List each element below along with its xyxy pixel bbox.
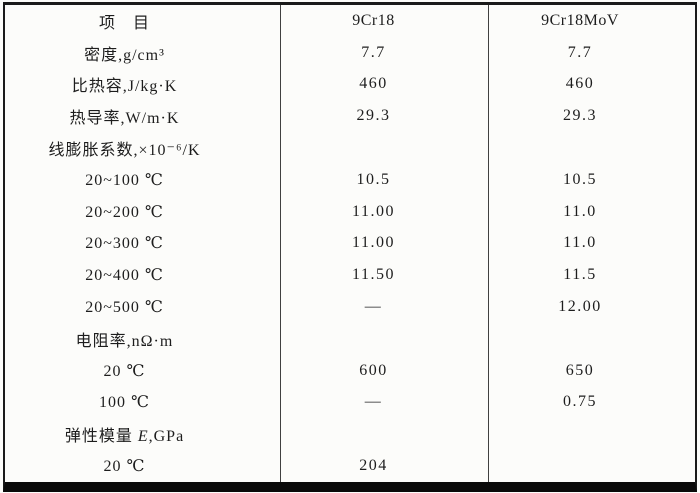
value-9cr18mov: 11.0 [563, 202, 597, 220]
row-thermal-conductivity: 热导率,W/m·K 29.3 29.3 [5, 100, 695, 133]
row-resistivity-heading: 电阻率,nΩ·m [5, 322, 695, 355]
row-density: 密度,g/cm³ 7.7 7.7 [5, 36, 695, 69]
row-elastic-modulus-heading: 弹性模量 E,GPa [5, 418, 695, 451]
row-expansion-20-300: 20~300 ℃ 11.00 11.0 [5, 227, 695, 260]
value-9cr18mov: 7.7 [567, 43, 593, 61]
value-9cr18: 7.7 [281, 36, 489, 69]
header-item-column: 项 目 [5, 5, 281, 37]
row-resistivity-100c: 100 ℃ — 0.75 [5, 386, 695, 419]
value-9cr18mov: 0.75 [563, 393, 597, 411]
row-label: 20~500 ℃ [5, 291, 281, 323]
value-9cr18: 11.00 [281, 195, 489, 228]
row-label: 20 ℃ [5, 450, 281, 482]
row-label: 弹性模量 E,GPa [5, 418, 281, 451]
row-label: 100 ℃ [5, 386, 281, 419]
value-9cr18: 204 [281, 450, 489, 482]
value-9cr18: 29.3 [281, 100, 489, 133]
value-9cr18mov: 10.5 [563, 170, 597, 188]
row-resistivity-20c: 20 ℃ 600 650 [5, 354, 695, 387]
row-label: 电阻率,nΩ·m [5, 322, 281, 355]
row-expansion-20-500: 20~500 ℃ — 12.00 [5, 291, 695, 323]
label-text-post: ,GPa [148, 428, 185, 446]
row-elastic-modulus-20c: 20 ℃ 204 [5, 450, 695, 482]
row-label: 20~400 ℃ [5, 259, 281, 292]
value-9cr18 [281, 418, 489, 451]
value-9cr18mov [489, 450, 695, 482]
value-9cr18mov [489, 132, 695, 164]
value-9cr18 [281, 322, 489, 355]
header-9cr18mov-column: 9Cr18MoV [541, 11, 619, 29]
row-label: 20 ℃ [5, 354, 281, 387]
row-label: 热导率,W/m·K [5, 100, 281, 133]
value-9cr18mov [489, 418, 695, 450]
table-frame: 项 目 9Cr18 9Cr18MoV 密度,g/cm³ 7.7 7.7 比热容,… [3, 2, 697, 492]
row-specific-heat: 比热容,J/kg·K 460 460 [5, 68, 695, 101]
value-9cr18: 460 [281, 68, 489, 101]
row-label: 20~100 ℃ [5, 163, 281, 196]
value-9cr18: 10.5 [281, 163, 489, 196]
row-label: 线膨胀系数,×10⁻⁶/K [5, 132, 281, 164]
value-9cr18: 600 [281, 354, 489, 387]
row-expansion-20-400: 20~400 ℃ 11.50 11.5 [5, 259, 695, 292]
label-italic-e: E [137, 428, 149, 446]
row-label: 20~300 ℃ [5, 227, 281, 260]
header-9cr18-column: 9Cr18 [281, 5, 489, 37]
value-9cr18mov [489, 323, 695, 355]
value-9cr18mov: 11.5 [563, 266, 597, 284]
value-9cr18mov: 11.0 [563, 234, 597, 252]
material-properties-table: 项 目 9Cr18 9Cr18MoV 密度,g/cm³ 7.7 7.7 比热容,… [5, 5, 695, 482]
value-9cr18mov: 12.00 [558, 298, 602, 316]
row-label: 20~200 ℃ [5, 195, 281, 228]
table-header-row: 项 目 9Cr18 9Cr18MoV [5, 5, 695, 37]
row-expansion-20-200: 20~200 ℃ 11.00 11.0 [5, 195, 695, 228]
value-9cr18: 11.00 [281, 227, 489, 260]
value-9cr18: — [281, 386, 489, 419]
row-linear-expansion-heading: 线膨胀系数,×10⁻⁶/K [5, 132, 695, 164]
label-text-pre: 弹性模量 [64, 428, 138, 446]
row-label: 密度,g/cm³ [5, 36, 281, 69]
value-9cr18mov: 650 [565, 361, 595, 379]
value-9cr18: — [281, 291, 489, 323]
value-9cr18: 11.50 [281, 259, 489, 292]
value-9cr18mov: 29.3 [563, 107, 597, 125]
row-label: 比热容,J/kg·K [5, 68, 281, 101]
value-9cr18 [281, 132, 489, 164]
value-9cr18mov: 460 [565, 75, 595, 93]
elastic-modulus-label: 弹性模量 E,GPa [65, 422, 184, 446]
row-expansion-20-100: 20~100 ℃ 10.5 10.5 [5, 163, 695, 196]
